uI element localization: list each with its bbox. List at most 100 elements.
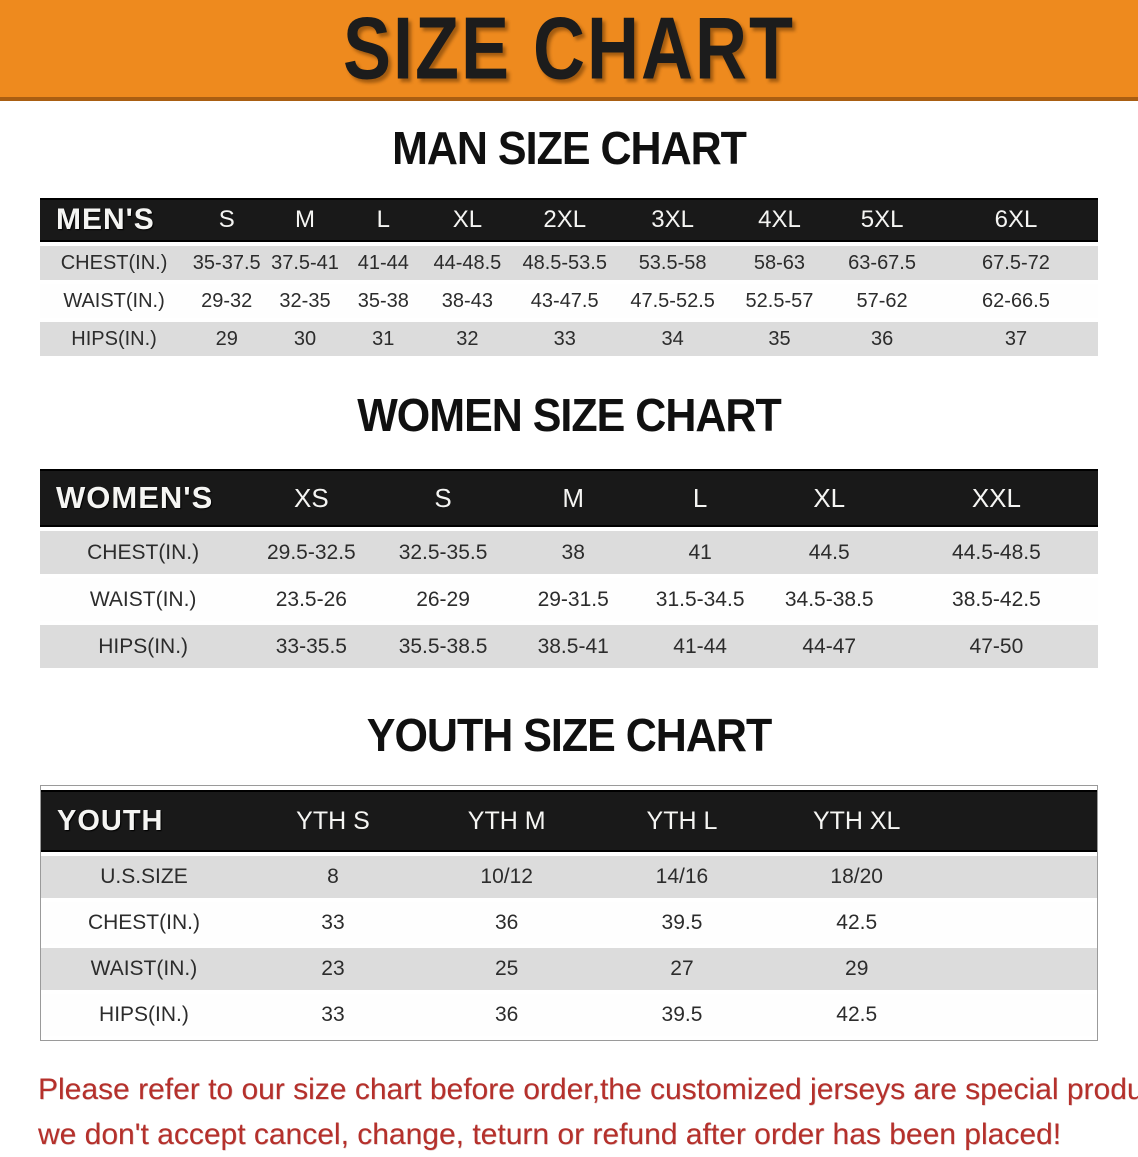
- size-chart-banner: SIZE CHART: [0, 0, 1138, 101]
- size-value-cell: 37: [1004, 327, 1028, 350]
- size-value-cell: 27: [670, 957, 694, 980]
- filler-cell: [944, 994, 1097, 1036]
- row-label-cell: HIPS(IN.): [71, 327, 157, 350]
- page-title: SIZE CHART: [343, 0, 795, 98]
- table-row: HIPS(IN.) 29 30 31 32 33 34 35 36 37: [40, 322, 1098, 356]
- size-value-cell: 38: [561, 540, 585, 564]
- size-value-cell: 38.5-42.5: [952, 587, 1041, 611]
- table-row: WAIST(IN.) 29-32 32-35 35-38 38-43 43-47…: [40, 284, 1098, 318]
- size-col-header: YTH M: [419, 790, 595, 852]
- size-col-header: S: [376, 469, 510, 527]
- size-value-cell: 29.5-32.5: [266, 540, 356, 564]
- size-col-header: 4XL: [728, 198, 831, 242]
- youth-group-label: YOUTH: [41, 790, 247, 852]
- size-value-cell: 10/12: [480, 865, 533, 888]
- size-col-header: XS: [246, 469, 377, 527]
- size-value-cell: 33: [321, 1003, 345, 1026]
- size-value-cell: 41-44: [673, 634, 727, 658]
- table-row: WAIST(IN.) 23.5-26 26-29 29-31.5 31.5-34…: [40, 578, 1098, 621]
- size-col-header: M: [265, 198, 345, 242]
- size-value-cell: 31.5-34.5: [655, 587, 745, 611]
- size-value-cell: 37.5-41: [271, 251, 339, 274]
- size-col-header: L: [344, 198, 422, 242]
- size-value-cell: 43-47.5: [530, 289, 599, 312]
- row-label-cell: CHEST(IN.): [87, 911, 200, 934]
- womens-size-table: WOMEN'S XS S M L XL XXL CHEST(IN.) 29.5-…: [40, 465, 1098, 672]
- size-value-cell: 26-29: [416, 587, 470, 611]
- table-row: HIPS(IN.) 33 36 39.5 42.5: [41, 994, 1097, 1036]
- size-value-cell: 29-31.5: [537, 587, 609, 611]
- size-value-cell: 39.5: [661, 1003, 703, 1026]
- size-value-cell: 41: [688, 540, 712, 564]
- size-value-cell: 58-63: [753, 251, 806, 274]
- disclaimer-line-2: we don't accept cancel, change, teturn o…: [38, 1118, 1062, 1151]
- size-value-cell: 44.5: [808, 540, 850, 564]
- row-label-cell: WAIST(IN.): [89, 587, 197, 611]
- table-row: WAIST(IN.) 23 25 27 29: [41, 948, 1097, 990]
- row-label-cell: CHEST(IN.): [60, 251, 168, 274]
- filler-cell: [944, 948, 1097, 990]
- table-header-row: WOMEN'S XS S M L XL XXL: [40, 469, 1098, 527]
- size-value-cell: 57-62: [856, 289, 908, 312]
- youth-section-heading: YOUTH SIZE CHART: [366, 710, 772, 762]
- size-value-cell: 38.5-41: [537, 634, 609, 658]
- size-col-header: YTH L: [594, 790, 770, 852]
- men-section-heading: MAN SIZE CHART: [392, 123, 747, 175]
- disclaimer-line-1: Please refer to our size chart before or…: [38, 1073, 1138, 1106]
- womens-group-label: WOMEN'S: [40, 469, 247, 527]
- size-value-cell: 29: [845, 957, 869, 980]
- size-col-header: L: [636, 469, 764, 527]
- row-label-cell: WAIST(IN.): [63, 289, 165, 312]
- size-value-cell: 36: [494, 1003, 519, 1026]
- size-col-header: YTH S: [246, 790, 420, 852]
- size-col-header: YTH XL: [769, 790, 944, 852]
- size-col-header: 3XL: [616, 198, 729, 242]
- row-label-cell: U.S.SIZE: [100, 865, 188, 888]
- table-row: CHEST(IN.) 29.5-32.5 32.5-35.5 38 41 44.…: [40, 531, 1098, 574]
- size-value-cell: 30: [293, 327, 317, 350]
- size-value-cell: 14/16: [655, 865, 709, 888]
- size-col-header: 6XL: [933, 198, 1098, 242]
- row-label-cell: CHEST(IN.): [87, 540, 200, 564]
- size-value-cell: 33: [321, 911, 345, 934]
- size-value-cell: 62-66.5: [982, 289, 1050, 312]
- size-value-cell: 34: [661, 327, 684, 350]
- size-value-cell: 32-35: [279, 289, 331, 312]
- size-value-cell: 31: [372, 327, 395, 350]
- size-value-cell: 44-47: [802, 634, 857, 658]
- size-value-cell: 47-50: [969, 634, 1024, 658]
- size-col-header: S: [188, 198, 266, 242]
- size-value-cell: 23: [321, 957, 345, 980]
- size-value-cell: 33: [553, 327, 576, 350]
- table-row: HIPS(IN.) 33-35.5 35.5-38.5 38.5-41 41-4…: [40, 625, 1098, 668]
- size-value-cell: 41-44: [357, 251, 409, 274]
- youth-size-table: YOUTH YTH S YTH M YTH L YTH XL U.S.SIZE …: [40, 785, 1098, 1041]
- size-value-cell: 29: [215, 327, 238, 350]
- size-value-cell: 32: [456, 327, 479, 350]
- size-value-cell: 33-35.5: [275, 634, 347, 658]
- table-row: CHEST(IN.) 33 36 39.5 42.5: [41, 902, 1097, 944]
- size-value-cell: 67.5-72: [982, 251, 1050, 274]
- mens-size-table: MEN'S S M L XL 2XL 3XL 4XL 5XL 6XL CHEST…: [40, 194, 1098, 360]
- size-value-cell: 63-67.5: [848, 251, 916, 274]
- row-label-cell: WAIST(IN.): [90, 957, 198, 980]
- size-value-cell: 35: [768, 327, 791, 350]
- row-label-cell: HIPS(IN.): [99, 1003, 189, 1026]
- size-value-cell: 18/20: [830, 865, 883, 888]
- size-col-header: XL: [763, 469, 895, 527]
- size-value-cell: 48.5-53.5: [522, 251, 607, 274]
- size-value-cell: 42.5: [836, 911, 878, 934]
- filler-cell: [944, 902, 1097, 944]
- table-row: CHEST(IN.) 35-37.5 37.5-41 41-44 44-48.5…: [40, 246, 1098, 280]
- youth-table-wrap: YOUTH YTH S YTH M YTH L YTH XL U.S.SIZE …: [0, 785, 1138, 1041]
- header-filler-cell: [943, 790, 1097, 852]
- size-value-cell: 25: [494, 957, 519, 980]
- size-value-cell: 47.5-52.5: [630, 289, 715, 312]
- size-col-header: 5XL: [830, 198, 934, 242]
- size-value-cell: 52.5-57: [745, 289, 814, 312]
- size-value-cell: 35.5-38.5: [398, 634, 488, 658]
- row-label-cell: HIPS(IN.): [98, 634, 189, 658]
- size-value-cell: 29-32: [201, 289, 253, 312]
- women-section-heading: WOMEN SIZE CHART: [357, 390, 782, 442]
- size-value-cell: 34.5-38.5: [784, 587, 874, 611]
